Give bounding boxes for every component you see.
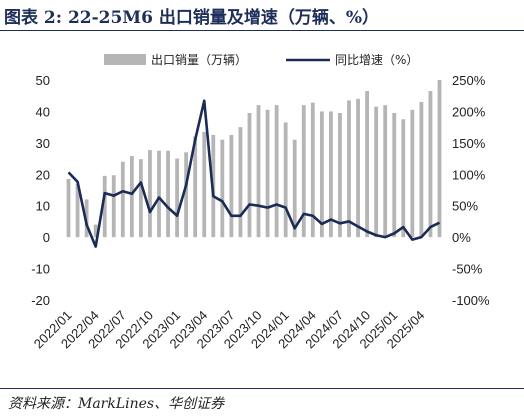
- bar-export-sales: [274, 105, 279, 238]
- bar-export-sales: [166, 150, 170, 238]
- y-right-tick-label: 150%: [452, 136, 486, 151]
- bar-export-sales: [75, 183, 80, 238]
- legend-bar-swatch: [104, 54, 146, 65]
- bar-export-sales: [319, 111, 324, 238]
- bar-export-sales: [157, 150, 161, 238]
- bar-export-sales: [238, 127, 243, 238]
- y-left-tick-label: -20: [31, 293, 50, 308]
- bar-export-sales: [283, 122, 288, 238]
- bar-export-sales: [401, 119, 406, 238]
- bar-export-sales: [374, 106, 379, 238]
- bar-export-sales: [265, 109, 270, 238]
- bar-export-sales: [184, 152, 189, 238]
- bar-export-sales: [383, 105, 388, 238]
- bar-export-sales: [129, 156, 134, 238]
- bar-export-sales: [347, 100, 351, 238]
- legend-label-bar: 出口销量（万辆）: [151, 53, 247, 67]
- y-left-tick-label: 30: [36, 136, 50, 151]
- bar-export-sales: [437, 80, 442, 238]
- source-note: 资料来源：MarkLines、华创证券: [8, 396, 225, 412]
- bar-export-sales: [175, 158, 179, 238]
- y-left-tick-label: 40: [36, 104, 50, 119]
- y-right-tick-label: -100%: [452, 293, 490, 308]
- y-left-tick-label: 0: [43, 230, 50, 245]
- y-left-tick-label: -10: [31, 262, 50, 277]
- bar-export-sales: [292, 139, 297, 238]
- legend-label-line: 同比增速（%）: [335, 53, 418, 67]
- title-bar: 图表 2: 22-25M6 出口销量及增速（万辆、%）: [0, 0, 524, 31]
- bar-export-sales: [220, 139, 225, 238]
- bar-export-sales: [256, 105, 261, 238]
- bar-export-sales: [202, 131, 207, 238]
- bar-export-sales: [102, 175, 107, 238]
- y-right-tick-label: 100%: [452, 167, 486, 182]
- bar-export-sales: [66, 179, 71, 238]
- bottom-rule: [0, 388, 524, 389]
- bar-export-sales: [247, 113, 252, 238]
- bar-export-sales: [365, 91, 369, 238]
- bar-export-sales: [356, 98, 360, 238]
- y-left-tick-label: 10: [36, 199, 50, 214]
- bar-export-sales: [111, 175, 116, 238]
- y-right-tick-label: -50%: [452, 262, 483, 277]
- y-left-tick-label: 50: [36, 73, 50, 88]
- export-sales-chart: 出口销量（万辆） 同比增速（%） -20 -10 0 10 20 30 40 50 -100% -50…: [31, 53, 490, 351]
- bar-export-sales: [392, 113, 397, 238]
- line-yoy-growth: [67, 99, 441, 248]
- y-right-tick-label: 50%: [452, 199, 478, 214]
- bar-export-sales: [193, 136, 198, 238]
- y-right-tick-label: 250%: [452, 73, 486, 88]
- bar-export-sales: [419, 102, 424, 238]
- bar-export-sales: [93, 224, 98, 238]
- bar-export-sales: [84, 199, 89, 238]
- y-right-tick-label: 0%: [452, 230, 471, 245]
- bar-export-sales: [139, 159, 143, 238]
- bar-export-sales: [338, 113, 342, 238]
- bar-export-sales: [229, 135, 234, 238]
- bar-export-sales: [120, 161, 125, 238]
- bar-export-sales: [329, 111, 333, 238]
- bar-export-sales: [310, 102, 315, 238]
- bar-export-sales: [428, 91, 433, 238]
- bar-export-sales: [410, 109, 415, 238]
- y-left-tick-label: 20: [36, 167, 50, 182]
- bar-export-sales: [148, 150, 152, 238]
- figure-title: 图表 2: 22-25M6 出口销量及增速（万辆、%）: [4, 8, 380, 28]
- bar-export-sales: [301, 105, 306, 238]
- y-right-tick-label: 200%: [452, 104, 486, 119]
